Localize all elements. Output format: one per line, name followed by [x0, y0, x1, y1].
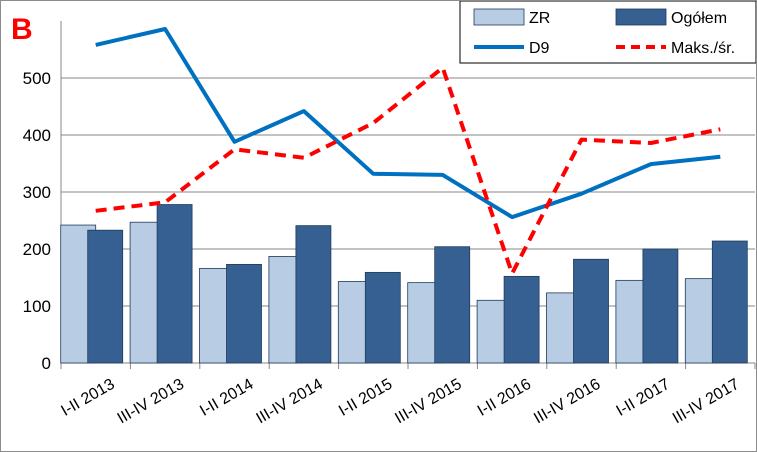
y-tick-label: 0 — [42, 354, 51, 373]
x-tick-label: I-II 2015 — [336, 376, 395, 420]
bar-og-em — [434, 246, 471, 364]
bar-og-em — [87, 229, 124, 364]
x-tick-label: III-IV 2013 — [115, 376, 188, 428]
line-series-dashed — [95, 65, 721, 276]
x-tick-label: I-II 2014 — [197, 376, 256, 420]
x-tick-label: III-IV 2016 — [531, 376, 604, 428]
bar-og-em — [642, 248, 679, 364]
x-tick-label: I-II 2013 — [58, 376, 117, 420]
bar-og-em — [573, 258, 609, 364]
legend-label: D9 — [529, 40, 550, 57]
y-tick-label: 100 — [23, 297, 51, 316]
x-tick-label: III-IV 2015 — [392, 376, 465, 428]
y-tick-label: 300 — [23, 183, 51, 202]
bar-og-em — [156, 204, 193, 364]
bar-og-em — [711, 240, 748, 364]
bar-og-em — [503, 275, 540, 364]
x-tick-label: III-IV 2017 — [670, 376, 743, 428]
x-tick-label: I-II 2016 — [475, 376, 534, 420]
panel-label: B — [11, 13, 33, 46]
legend-swatch — [615, 8, 667, 26]
y-tick-label: 500 — [23, 69, 51, 88]
x-tick-label: I-II 2017 — [614, 376, 673, 420]
line-series-solid — [95, 27, 721, 220]
legend-label: Ogółem — [671, 10, 727, 27]
bar-og-em — [364, 271, 401, 364]
y-tick-label: 200 — [23, 240, 51, 259]
bar-og-em — [226, 263, 262, 364]
legend-label: Maks./śr. — [671, 40, 735, 57]
y-tick-label: 400 — [23, 126, 51, 145]
bar-og-em — [295, 225, 332, 364]
legend-swatch — [473, 8, 525, 26]
x-tick-label: III-IV 2014 — [253, 376, 326, 428]
legend-label: ZR — [529, 10, 550, 27]
